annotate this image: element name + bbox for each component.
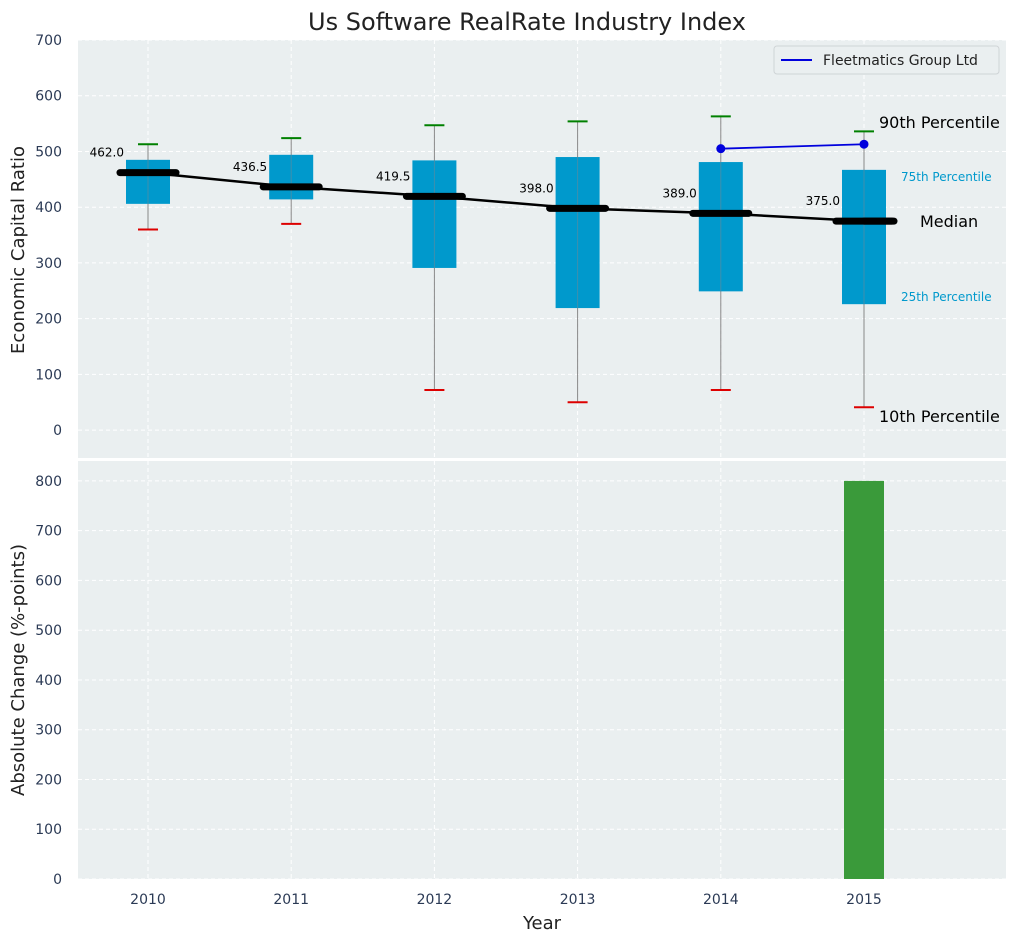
- bottom-y-tick-label: 0: [53, 872, 62, 888]
- median-value-label: 436.5: [233, 160, 267, 174]
- legend: Fleetmatics Group Ltd: [773, 45, 1000, 75]
- median-value-label: 398.0: [519, 181, 553, 195]
- median-value-label: 389.0: [662, 186, 696, 200]
- company-series-point: [716, 144, 726, 154]
- x-ticks: 2010 2011 2012 2013 2014 2015: [130, 892, 882, 908]
- top-y-tick-label: 700: [35, 33, 62, 49]
- top-y-tick-label: 300: [35, 256, 62, 272]
- median-value-label: 375.0: [806, 194, 840, 208]
- x-tick-label: 2013: [560, 892, 596, 908]
- median-value-label: 419.5: [376, 169, 410, 183]
- bars: [844, 480, 884, 879]
- top-y-axis-label: Economic Capital Ratio: [8, 146, 29, 354]
- top-y-tick-label: 200: [35, 312, 62, 328]
- x-tick-label: 2014: [703, 892, 739, 908]
- annotation-p25: 25th Percentile: [901, 290, 992, 304]
- percentile-annotations: 90th Percentile 75th Percentile Median 2…: [879, 113, 1000, 426]
- x-tick-label: 2015: [846, 892, 882, 908]
- company-series: [716, 139, 869, 154]
- x-tick-label: 2012: [417, 892, 453, 908]
- x-tick-label: 2010: [130, 892, 166, 908]
- bottom-y-tick-label: 600: [35, 573, 62, 589]
- top-y-ticks: 0 100 200 300 400 500 600 700: [35, 33, 62, 439]
- bar: [844, 480, 884, 879]
- bottom-y-tick-label: 200: [35, 772, 62, 788]
- company-series-point: [859, 139, 869, 149]
- legend-entry: Fleetmatics Group Ltd: [823, 53, 978, 69]
- bottom-y-tick-label: 800: [35, 474, 62, 490]
- bottom-y-tick-label: 400: [35, 673, 62, 689]
- chart-title: Us Software RealRate Industry Index: [308, 8, 746, 36]
- annotation-p90: 90th Percentile: [879, 113, 1000, 132]
- annotation-p10: 10th Percentile: [879, 407, 1000, 426]
- annotation-median: Median: [920, 212, 978, 231]
- bottom-y-tick-label: 500: [35, 623, 62, 639]
- top-y-tick-label: 600: [35, 89, 62, 105]
- x-tick-label: 2011: [273, 892, 309, 908]
- bottom-y-tick-label: 100: [35, 822, 62, 838]
- top-y-tick-label: 0: [53, 423, 62, 439]
- median-value-label: 462.0: [90, 146, 124, 160]
- x-axis-label: Year: [522, 913, 562, 934]
- annotation-p75: 75th Percentile: [901, 170, 992, 184]
- top-y-tick-label: 400: [35, 200, 62, 216]
- bottom-y-tick-label: 300: [35, 723, 62, 739]
- bottom-y-ticks: 0 100 200 300 400 500 600 700 800: [35, 474, 62, 888]
- top-y-tick-label: 500: [35, 144, 62, 160]
- bottom-y-axis-label: Absolute Change (%-points): [8, 544, 29, 796]
- bottom-y-tick-label: 700: [35, 524, 62, 540]
- company-series-line: [720, 143, 865, 150]
- top-gridlines: [78, 39, 1006, 458]
- legend-box: [773, 45, 1000, 75]
- median-trend: [147, 171, 898, 225]
- top-y-tick-label: 100: [35, 367, 62, 383]
